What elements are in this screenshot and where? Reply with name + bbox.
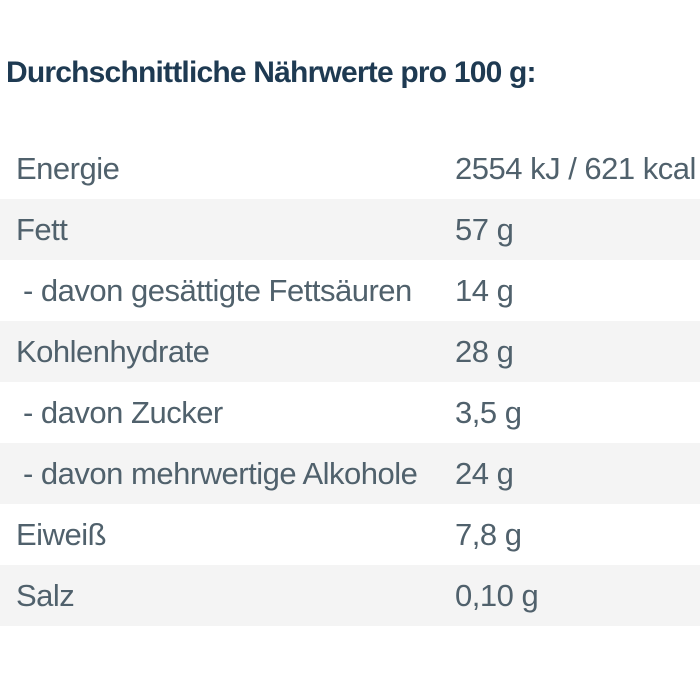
nutrient-label: - davon gesättigte Fettsäuren (23, 272, 412, 308)
nutrient-value: 14 g (455, 272, 514, 308)
nutrient-label: - davon mehrwertige Alkohole (23, 455, 418, 491)
nutrient-value: 2554 kJ / 621 kcal (455, 150, 696, 186)
table-row-fett: Fett 57 g (0, 199, 700, 260)
nutrient-value: 28 g (455, 333, 514, 369)
page-title: Durchschnittliche Nährwerte pro 100 g: (6, 56, 537, 89)
table-row-eiweiss: Eiweiß 7,8 g (0, 504, 700, 565)
nutrient-label: Eiweiß (16, 516, 107, 552)
nutrient-label: Kohlenhydrate (16, 333, 210, 369)
nutrient-label: - davon Zucker (23, 394, 223, 430)
nutrient-value: 7,8 g (455, 516, 522, 552)
nutrient-label: Energie (16, 150, 120, 186)
nutrient-label: Salz (16, 577, 75, 613)
nutrient-value: 3,5 g (455, 394, 522, 430)
nutrition-table: Energie 2554 kJ / 621 kcal Fett 57 g - d… (0, 138, 700, 626)
nutrient-value: 24 g (455, 455, 514, 491)
nutrient-value: 0,10 g (455, 577, 539, 613)
table-row-kohlenhydrate: Kohlenhydrate 28 g (0, 321, 700, 382)
table-row-gesaettigte-fettsaeuren: - davon gesättigte Fettsäuren 14 g (0, 260, 700, 321)
table-row-energie: Energie 2554 kJ / 621 kcal (0, 138, 700, 199)
table-row-mehrwertige-alkohole: - davon mehrwertige Alkohole 24 g (0, 443, 700, 504)
nutrient-label: Fett (16, 211, 68, 247)
nutrient-value: 57 g (455, 211, 514, 247)
table-row-zucker: - davon Zucker 3,5 g (0, 382, 700, 443)
table-row-salz: Salz 0,10 g (0, 565, 700, 626)
